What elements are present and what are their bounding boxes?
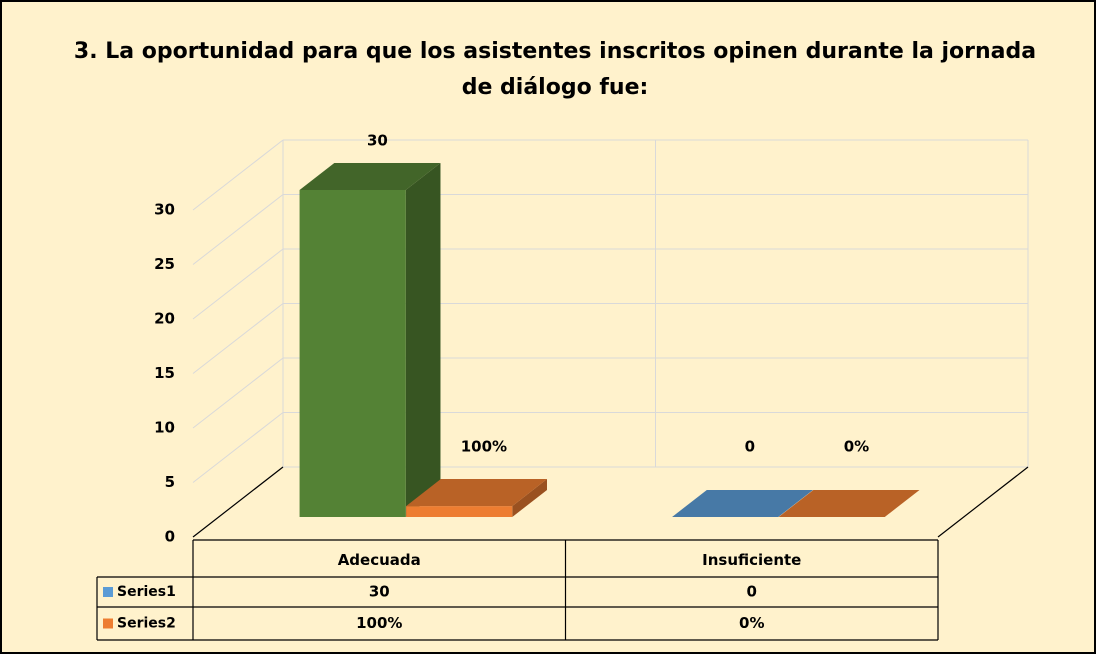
chart-title: 3. La oportunidad para que los asistente…: [74, 39, 1036, 64]
legend-label: Series2: [117, 616, 176, 632]
bar-top: [778, 489, 920, 517]
chart-title: de diálogo fue:: [462, 75, 649, 100]
data-label: 30: [367, 131, 388, 149]
y-tick-label: 15: [154, 364, 175, 382]
legend-label: Series1: [117, 584, 176, 600]
bar-side: [512, 479, 548, 517]
y-tick-label: 0: [165, 528, 175, 546]
bar-front: [406, 506, 513, 517]
grid-line: [192, 357, 284, 429]
grid-line: [192, 194, 284, 265]
bar-top: [672, 489, 813, 517]
grid-line: [192, 248, 284, 320]
x-tick-label: Adecuada: [338, 551, 421, 569]
bar-side: [405, 162, 441, 517]
grid-line: [192, 412, 284, 483]
y-tick-label: 20: [154, 310, 175, 328]
legend-key: [103, 618, 113, 629]
y-tick-label: 10: [154, 419, 175, 437]
y-tick-label: 25: [154, 255, 175, 273]
bar-top: [299, 162, 441, 190]
table-cell: 0%: [739, 614, 764, 632]
x-tick-label: Insuficiente: [702, 551, 801, 569]
table-cell: 30: [369, 583, 390, 601]
table-cell: 100%: [356, 614, 402, 632]
y-tick-label: 30: [154, 201, 175, 219]
data-label: 0: [745, 438, 755, 456]
bar-front: [299, 189, 406, 517]
grid-line: [192, 303, 284, 374]
grid-line: [192, 139, 284, 211]
data-label: 0%: [844, 438, 869, 456]
table-cell: 0: [747, 583, 757, 601]
data-label: 100%: [461, 438, 507, 456]
y-tick-label: 5: [165, 473, 175, 491]
bar-top: [406, 479, 548, 507]
floor-line: [192, 466, 284, 538]
legend-key: [103, 587, 113, 597]
floor-line: [937, 466, 1029, 538]
